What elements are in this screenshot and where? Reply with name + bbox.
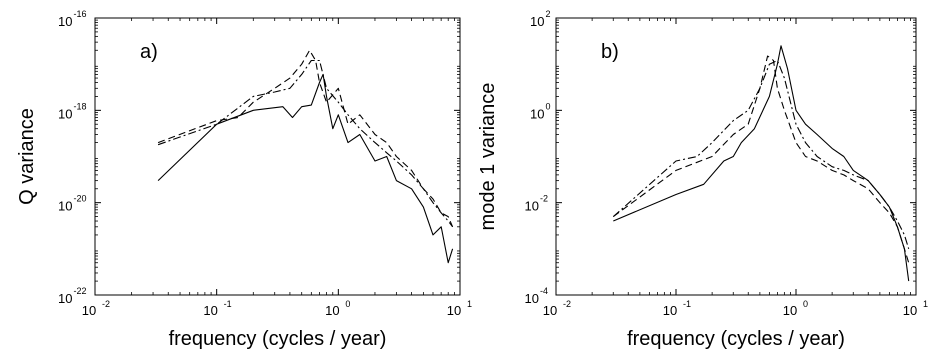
- x-tick-exponent: 0: [345, 299, 350, 309]
- x-tick-exponent: 1: [467, 299, 472, 309]
- y-tick-label: 10: [530, 14, 544, 29]
- x-tick-label: 10: [903, 303, 917, 318]
- x-tick-exponent: -2: [563, 299, 571, 309]
- plot-frame: [94, 17, 461, 296]
- y-tick-exponent: -18: [74, 101, 87, 111]
- series-line-dashdot: [157, 59, 454, 228]
- series-line-dashed: [612, 55, 910, 263]
- x-tick-label: 10: [82, 303, 96, 318]
- y-tick-exponent: 2: [546, 9, 551, 19]
- x-tick-exponent: -1: [683, 299, 691, 309]
- y-tick-label: 10: [525, 291, 539, 306]
- x-tick-exponent: 0: [803, 299, 808, 309]
- x-axis-label: frequency (cycles / year): [169, 328, 387, 350]
- x-tick-label: 10: [663, 303, 677, 318]
- x-tick-exponent: 1: [923, 299, 928, 309]
- y-tick-exponent: 0: [546, 101, 551, 111]
- plot-frame: [555, 17, 917, 296]
- series-line-dashdot: [612, 59, 910, 249]
- y-tick-exponent: -4: [540, 286, 548, 296]
- y-tick-exponent: -22: [74, 286, 87, 296]
- y-tick-exponent: -20: [74, 194, 87, 204]
- y-tick-label: 10: [58, 199, 72, 214]
- series-line-dashed: [157, 49, 454, 228]
- series-line-solid: [157, 73, 454, 264]
- y-tick-label: 10: [525, 199, 539, 214]
- panel-label: a): [140, 41, 158, 63]
- x-tick-exponent: -2: [102, 299, 110, 309]
- x-tick-label: 10: [325, 303, 339, 318]
- x-axis-label: frequency (cycles / year): [627, 328, 845, 350]
- y-tick-label: 10: [58, 14, 72, 29]
- y-axis-label: Q variance: [16, 108, 38, 205]
- y-tick-exponent: -16: [74, 9, 87, 19]
- x-tick-label: 10: [447, 303, 461, 318]
- y-tick-label: 10: [530, 106, 544, 121]
- y-tick-label: 10: [58, 106, 72, 121]
- y-axis-label: mode 1 variance: [477, 83, 499, 231]
- y-tick-exponent: -2: [540, 194, 548, 204]
- x-tick-label: 10: [543, 303, 557, 318]
- x-tick-label: 10: [783, 303, 797, 318]
- panel-label: b): [601, 41, 619, 63]
- y-tick-label: 10: [58, 291, 72, 306]
- x-tick-label: 10: [203, 303, 217, 318]
- x-tick-exponent: -1: [224, 299, 232, 309]
- series-line-solid: [613, 45, 910, 282]
